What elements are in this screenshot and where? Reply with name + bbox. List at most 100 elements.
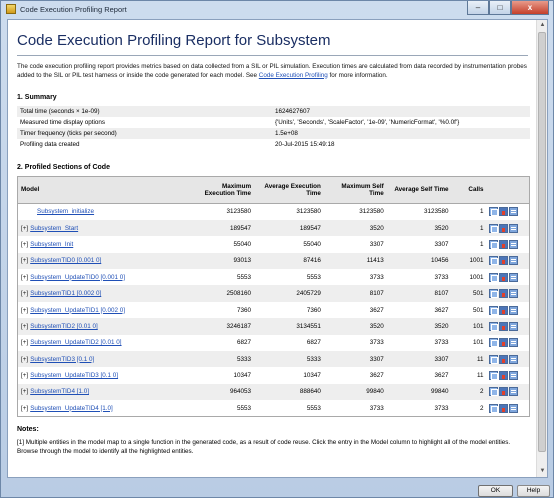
expand-toggle[interactable]: [+] <box>21 388 29 396</box>
view-code-icon[interactable] <box>509 321 519 331</box>
model-function-link[interactable]: SubsystemTID2 [0.01 0] <box>30 322 98 330</box>
open-report-icon[interactable] <box>489 272 499 282</box>
scroll-down-arrow-icon[interactable]: ▼ <box>539 468 546 474</box>
open-report-icon[interactable] <box>489 321 499 331</box>
open-report-icon[interactable] <box>489 289 499 299</box>
view-code-icon[interactable] <box>509 289 519 299</box>
model-cell: [+] Subsystem_Init <box>18 236 189 252</box>
cell-calls: 1001 <box>451 252 487 270</box>
profile-chart-icon[interactable] <box>499 239 509 249</box>
minimize-button[interactable]: – <box>467 1 489 15</box>
scroll-up-arrow-icon[interactable]: ▲ <box>539 22 546 28</box>
view-code-icon[interactable] <box>509 305 519 315</box>
open-report-icon[interactable] <box>489 403 499 413</box>
expand-toggle[interactable]: [+] <box>21 224 29 232</box>
expand-toggle[interactable]: [+] <box>21 290 29 298</box>
expand-toggle[interactable]: [+] <box>21 257 29 265</box>
view-code-icon[interactable] <box>509 403 519 413</box>
model-function-link[interactable]: Subsystem_Init <box>30 240 74 248</box>
profile-chart-icon[interactable] <box>499 338 509 348</box>
view-code-icon[interactable] <box>509 223 519 233</box>
column-header-model[interactable]: Model <box>17 176 189 204</box>
cell-max-exec: 964053 <box>188 383 255 401</box>
expand-toggle[interactable]: [+] <box>21 322 29 330</box>
model-function-link[interactable]: Subsystem_UpdateTID3 [0.1 0] <box>30 372 119 380</box>
expand-toggle[interactable]: [+] <box>21 339 29 347</box>
view-code-icon[interactable] <box>509 338 519 348</box>
expand-toggle[interactable]: [+] <box>21 306 29 314</box>
row-actions <box>486 318 530 335</box>
profile-chart-icon[interactable] <box>499 223 509 233</box>
expand-toggle[interactable]: [+] <box>21 404 29 412</box>
summary-value: 1624627607 <box>272 106 530 117</box>
profile-chart-icon[interactable] <box>499 387 509 397</box>
model-function-link[interactable]: SubsystemTID1 [0.002 0] <box>30 290 102 298</box>
scrollbar-thumb[interactable] <box>538 32 546 452</box>
profile-chart-icon[interactable] <box>499 403 509 413</box>
open-report-icon[interactable] <box>489 256 499 266</box>
model-function-link[interactable]: SubsystemTID0 [0.001 0] <box>30 257 102 265</box>
model-function-link[interactable]: Subsystem_UpdateTID2 [0.01 0] <box>30 339 122 347</box>
open-report-icon[interactable] <box>489 371 499 381</box>
table-row: [+] Subsystem_UpdateTID2 [0.01 0] 6827 6827… <box>18 335 530 351</box>
row-actions <box>486 335 529 351</box>
maximize-button[interactable]: □ <box>489 1 511 15</box>
view-code-icon[interactable] <box>509 354 519 364</box>
row-actions <box>486 367 529 383</box>
cell-max-exec: 7360 <box>237 306 252 314</box>
profile-chart-icon[interactable] <box>499 272 509 282</box>
cell-avg-exec: 10347 <box>303 372 321 380</box>
model-function-link[interactable]: Subsystem_initialize <box>37 208 95 216</box>
open-report-icon[interactable] <box>489 354 499 364</box>
close-button[interactable]: x <box>511 1 549 15</box>
cell-max-self: 3307 <box>369 240 384 248</box>
view-code-icon[interactable] <box>509 387 519 397</box>
open-report-icon[interactable] <box>489 387 499 397</box>
title-bar[interactable]: Code Execution Profiling Report – □ x <box>1 1 553 18</box>
column-header-calls[interactable]: Calls <box>451 176 487 204</box>
column-header-avg-self[interactable]: Average Self Time <box>386 176 452 204</box>
profile-chart-icon[interactable] <box>499 371 509 381</box>
column-header-max-exec[interactable]: Maximum Execution Time <box>188 176 255 204</box>
view-code-icon[interactable] <box>509 207 519 217</box>
open-report-icon[interactable] <box>489 305 499 315</box>
vertical-scrollbar[interactable]: ▲ ▼ <box>536 20 547 477</box>
model-function-link[interactable]: Subsystem_UpdateTID0 [0.001 0] <box>30 273 126 281</box>
open-report-icon[interactable] <box>489 223 499 233</box>
code-execution-profiling-link[interactable]: Code Execution Profiling <box>258 71 328 79</box>
table-row: [+] Subsystem_Start 189547 189547 3520 3520 1 <box>17 219 530 237</box>
model-function-link[interactable]: Subsystem_Start <box>30 224 79 232</box>
cell-calls: 1 <box>479 240 484 248</box>
column-header-max-self[interactable]: Maximum Self Time <box>323 176 387 204</box>
summary-row: Measured time display options {'Units', '… <box>17 117 530 128</box>
model-function-link[interactable]: Subsystem_UpdateTID1 [0.002 0] <box>30 306 126 314</box>
ok-button[interactable]: OK <box>478 485 513 497</box>
open-report-icon[interactable] <box>489 207 499 217</box>
profile-chart-icon[interactable] <box>499 321 509 331</box>
profile-chart-icon[interactable] <box>499 289 509 299</box>
model-function-link[interactable]: Subsystem_UpdateTID4 [1.0] <box>30 404 113 412</box>
expand-toggle[interactable]: [+] <box>21 372 29 380</box>
help-button[interactable]: Help <box>517 485 550 497</box>
cell-avg-self: 3307 <box>386 351 452 368</box>
profile-chart-icon[interactable] <box>499 354 509 364</box>
profile-chart-icon[interactable] <box>499 305 509 315</box>
view-code-icon[interactable] <box>509 239 519 249</box>
profile-chart-icon[interactable] <box>499 256 509 266</box>
expand-toggle[interactable]: [+] <box>21 273 29 281</box>
expand-toggle[interactable]: [+] <box>21 355 29 363</box>
model-function-link[interactable]: SubsystemTID4 [1.0] <box>30 388 89 396</box>
expand-toggle[interactable]: [+] <box>21 240 29 248</box>
cell-avg-exec: 2405729 <box>254 285 324 302</box>
column-header-avg-exec[interactable]: Average Execution Time <box>254 176 324 204</box>
cell-avg-exec: 888640 <box>254 383 324 401</box>
view-code-icon[interactable] <box>509 256 519 266</box>
open-report-icon[interactable] <box>489 338 499 348</box>
row-actions <box>486 252 530 270</box>
model-function-link[interactable]: SubsystemTID3 [0.1 0] <box>30 355 95 363</box>
profile-chart-icon[interactable] <box>499 207 509 217</box>
summary-label: Timer frequency (ticks per second) <box>17 128 272 139</box>
open-report-icon[interactable] <box>489 239 499 249</box>
view-code-icon[interactable] <box>509 272 519 282</box>
view-code-icon[interactable] <box>509 371 519 381</box>
